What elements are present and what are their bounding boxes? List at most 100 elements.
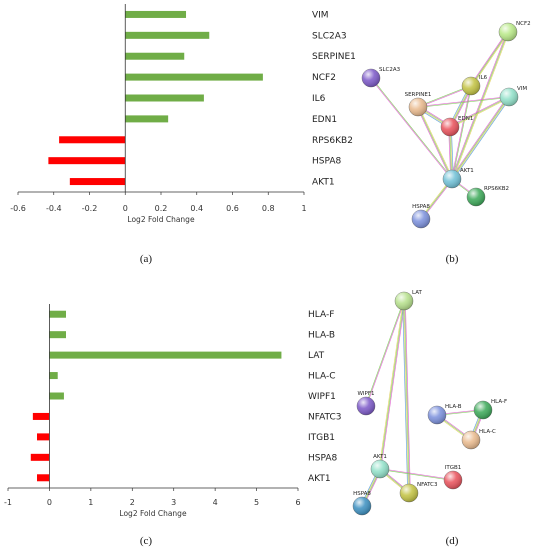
panel-label-c: (c) bbox=[140, 535, 153, 547]
x-tick-label: 5 bbox=[254, 498, 259, 507]
category-label: SERPINE1 bbox=[312, 52, 356, 62]
node-hspa8: HSPA8 bbox=[352, 491, 371, 516]
network-d: LAT WIPF1 HLA-B HLA-F HLA-C AKT1 ITGB1 NFATC3 HS… bbox=[352, 290, 507, 516]
node-label: LAT bbox=[412, 290, 423, 296]
bar-ncf2 bbox=[125, 73, 263, 81]
bar-akt1 bbox=[69, 178, 126, 186]
edge-akt1-itgb1 bbox=[379, 468, 454, 481]
node-label: AKT1 bbox=[460, 168, 474, 174]
node-label: NCF2 bbox=[516, 21, 531, 27]
x-tick-label: 3 bbox=[171, 498, 176, 507]
x-tick-label: -0.4 bbox=[46, 204, 62, 213]
bar-hla-b bbox=[49, 331, 66, 339]
category-label: ITGB1 bbox=[308, 433, 335, 443]
node-serpine1: SERPINE1 bbox=[405, 92, 432, 117]
node-hla-f: HLA-F bbox=[473, 399, 507, 420]
category-label: RPS6KB2 bbox=[312, 136, 353, 146]
node-label: HLA-C bbox=[479, 429, 496, 435]
node-ncf2: NCF2 bbox=[498, 21, 531, 42]
x-tick-label: 0 bbox=[123, 204, 128, 213]
edge-akt1-serpine1 bbox=[416, 106, 454, 180]
category-label: HLA-B bbox=[308, 331, 335, 341]
x-tick-label: 0 bbox=[47, 498, 52, 507]
edge-lat-wipf1 bbox=[365, 300, 405, 407]
node-akt1: AKT1 bbox=[370, 454, 390, 479]
category-label: AKT1 bbox=[312, 178, 335, 188]
node-label: HLA-F bbox=[491, 399, 507, 405]
category-label: LAT bbox=[308, 351, 325, 361]
node-lat: LAT bbox=[394, 290, 423, 311]
x-tick-label: 4 bbox=[213, 498, 218, 507]
node-label: IL6 bbox=[479, 75, 488, 81]
node-label: SERPINE1 bbox=[405, 92, 432, 98]
node-label: SLC2A3 bbox=[379, 67, 401, 73]
node-label: RPS6KB2 bbox=[484, 186, 509, 192]
bar-nfatc3 bbox=[32, 412, 50, 420]
x-axis-label-c: Log2 Fold Change bbox=[119, 509, 187, 518]
panel-label-d: (d) bbox=[446, 535, 459, 547]
bar-serpine1 bbox=[125, 52, 185, 60]
node-akt1: AKT1 bbox=[442, 168, 474, 189]
x-tick-label: 1 bbox=[301, 204, 306, 213]
category-label: SLC2A3 bbox=[312, 31, 347, 41]
edge-serpine1-vim bbox=[417, 96, 510, 108]
category-label: HLA-C bbox=[308, 372, 335, 382]
category-label: VIM bbox=[312, 10, 329, 20]
panel-label-a: (a) bbox=[140, 253, 153, 265]
node-hla-b: HLA-B bbox=[427, 404, 462, 425]
bar-chart-a: -0.6 -0.4 -0.2 0 0.2 0.4 0.6 0.8 1 VIM SLC2A3 SERPI… bbox=[10, 4, 356, 224]
category-label: NFATC3 bbox=[308, 412, 342, 422]
x-tick-label: 6 bbox=[295, 498, 300, 507]
node-hla-c: HLA-C bbox=[461, 429, 496, 450]
x-axis-label-a: Log2 Fold Change bbox=[127, 215, 195, 224]
node-il6: IL6 bbox=[461, 75, 488, 96]
node-label: HSPA8 bbox=[353, 491, 371, 497]
edge-lat-nfatc3 bbox=[402, 300, 411, 494]
node-label: AKT1 bbox=[373, 454, 387, 460]
bar-hla-c bbox=[49, 372, 58, 380]
node-label: ITGB1 bbox=[445, 465, 462, 471]
node-wipf1: WIPF1 bbox=[356, 391, 376, 416]
node-rps6kb2: RPS6KB2 bbox=[466, 186, 509, 207]
node-hspa8: HSPA8 bbox=[411, 204, 430, 229]
edge-akt1-slc2a3 bbox=[370, 77, 453, 180]
bar-rps6kb2 bbox=[59, 136, 126, 144]
bar-il6 bbox=[125, 94, 204, 102]
category-label: WIPF1 bbox=[308, 392, 336, 402]
category-label: AKT1 bbox=[308, 474, 331, 484]
category-label: EDN1 bbox=[312, 115, 337, 125]
x-tick-label: 1 bbox=[88, 498, 93, 507]
bar-hspa8 bbox=[30, 453, 50, 461]
bar-hla-f bbox=[49, 310, 66, 318]
x-tick-label: 0.8 bbox=[262, 204, 275, 213]
x-tick-label: 2 bbox=[130, 498, 135, 507]
bar-itgb1 bbox=[37, 433, 50, 441]
node-label: VIM bbox=[517, 86, 527, 92]
edge-edn1-vim bbox=[449, 95, 510, 129]
bar-lat bbox=[49, 351, 282, 359]
bar-wipf1 bbox=[49, 392, 64, 400]
node-vim: VIM bbox=[499, 86, 527, 107]
category-label: IL6 bbox=[312, 94, 326, 104]
node-label: EDN1 bbox=[458, 116, 473, 122]
category-label: HSPA8 bbox=[308, 453, 337, 463]
bar-vim bbox=[125, 10, 187, 18]
bar-akt1 bbox=[37, 474, 50, 482]
node-itgb1: ITGB1 bbox=[443, 465, 463, 490]
network-b: NCF2 SLC2A3 IL6 VIM SERPINE1 EDN1 AKT1 RPS6KB2 H… bbox=[361, 21, 531, 229]
bar-chart-c: -1 0 1 2 3 4 5 6 HLA-F HLA-B LAT HLA-C WIPF1 NFATC3 IT… bbox=[4, 304, 342, 518]
bar-slc2a3 bbox=[125, 31, 210, 39]
node-label: HSPA8 bbox=[412, 204, 430, 210]
bar-hspa8 bbox=[48, 157, 126, 165]
edge-akt1-vim bbox=[450, 96, 511, 180]
node-label: NFATC3 bbox=[417, 482, 438, 488]
node-slc2a3: SLC2A3 bbox=[361, 67, 401, 88]
node-edn1: EDN1 bbox=[440, 116, 473, 137]
edge-lat-akt1 bbox=[378, 300, 406, 470]
node-label: WIPF1 bbox=[357, 391, 374, 397]
category-label: HSPA8 bbox=[312, 157, 341, 167]
x-tick-label: 0.4 bbox=[190, 204, 203, 213]
edge-il6-serpine1 bbox=[417, 85, 472, 108]
x-tick-label: -1 bbox=[4, 498, 12, 507]
